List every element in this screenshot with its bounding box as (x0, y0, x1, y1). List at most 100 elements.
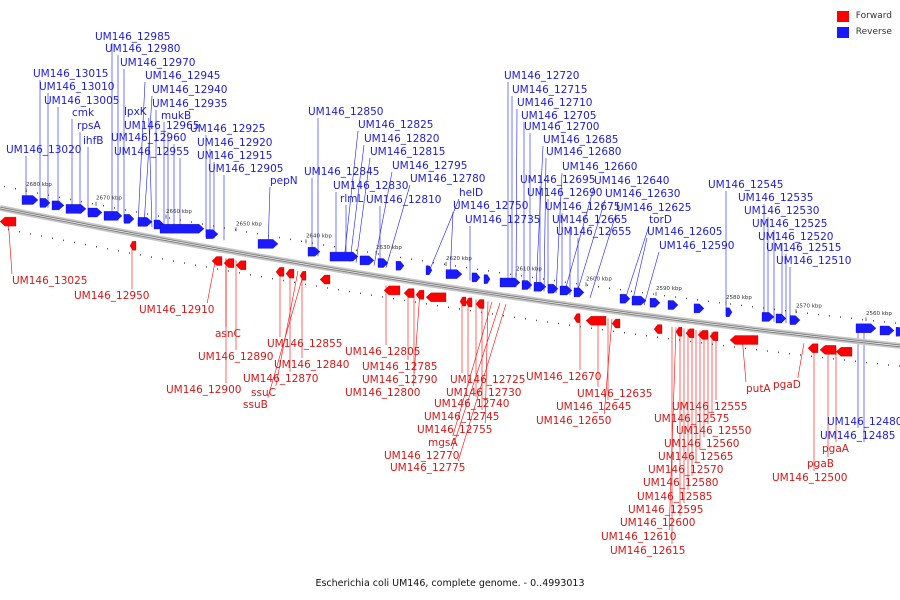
minor-tick (415, 301, 416, 303)
minor-tick (246, 231, 247, 233)
minor-tick (785, 310, 786, 312)
minor-tick (543, 278, 544, 280)
gene-label: pepN (270, 175, 298, 187)
minor-tick (59, 196, 60, 199)
forward-gene (319, 274, 331, 285)
gene-label: UM146_12820 (364, 133, 439, 145)
gene-label: UM146_12800 (345, 387, 420, 399)
reverse-gene (649, 298, 661, 308)
minor-tick (701, 342, 702, 344)
minor-tick (565, 281, 566, 283)
minor-tick (92, 203, 93, 205)
gene-label: UM146_12525 (752, 218, 827, 230)
gene-label: UM146_12560 (664, 438, 739, 450)
minor-tick (657, 336, 658, 338)
minor-tick (503, 314, 504, 317)
minor-tick (719, 301, 720, 304)
minor-tick (580, 325, 581, 328)
reverse-gene (307, 247, 321, 257)
forward-gene (129, 241, 137, 251)
minor-tick (272, 277, 273, 280)
minor-tick (862, 318, 863, 321)
minor-tick (591, 327, 592, 329)
reverse-gene (103, 211, 123, 221)
scale-tick-label: 2580 kbp (726, 295, 752, 301)
reverse-gene (359, 255, 375, 266)
leader-line (355, 157, 371, 263)
scale-tick-label: 2590 kbp (656, 286, 682, 292)
minor-tick (250, 274, 251, 276)
minor-tick (349, 290, 350, 293)
minor-tick (492, 313, 493, 315)
forward-gene (697, 330, 709, 340)
minor-tick (74, 241, 75, 244)
minor-tick (767, 350, 768, 352)
minor-tick (444, 263, 445, 265)
reverse-gene (725, 307, 733, 317)
minor-tick (855, 360, 856, 362)
leader-line (515, 108, 518, 288)
minor-tick (756, 349, 757, 351)
minor-tick (290, 238, 291, 241)
scale-tick-label: 2560 kbp (866, 311, 892, 317)
gene-label: UM146_13020 (6, 144, 81, 156)
scale-tick-label: 2620 kbp (446, 256, 472, 262)
leader-line (535, 145, 544, 291)
gene-label: UM146_12700 (524, 121, 599, 133)
minor-tick (180, 219, 181, 221)
forward-gene (585, 316, 607, 326)
minor-tick (488, 270, 489, 272)
minor-tick (367, 251, 368, 253)
reverse-gene (667, 300, 679, 310)
reverse-gene (521, 280, 533, 290)
forward-gene (611, 318, 621, 329)
leader-line (631, 237, 648, 304)
reverse-gene (895, 327, 900, 337)
gene-label: UM146_13005 (44, 95, 119, 107)
gene-label: UM146_12600 (620, 517, 695, 529)
reverse-gene (775, 313, 787, 324)
minor-tick (283, 279, 284, 282)
gene-label: pgaB (807, 458, 834, 470)
gene-label: UM146_12500 (772, 472, 847, 484)
forward-gene (465, 297, 473, 308)
gene-label: UM146_12945 (145, 70, 220, 82)
minor-tick (642, 292, 643, 294)
minor-tick (70, 198, 71, 201)
minor-tick (422, 260, 423, 262)
legend-swatch-reverse (836, 26, 849, 38)
leader-line (206, 256, 217, 304)
minor-tick (129, 252, 130, 254)
gene-label: helD (459, 187, 483, 199)
reverse-gene (377, 258, 389, 268)
forward-gene (383, 285, 401, 296)
minor-tick (30, 233, 31, 235)
scale-tick-label: 2680 kbp (26, 182, 52, 188)
minor-tick (140, 254, 141, 256)
forward-gene (573, 313, 581, 323)
gene-label: UM146_12905 (208, 163, 283, 175)
minor-tick (455, 265, 456, 267)
gene-label: UM146_12940 (152, 84, 227, 96)
leader-line (385, 184, 411, 268)
leader-line (275, 270, 299, 387)
minor-tick (162, 258, 163, 260)
minor-tick (877, 363, 878, 365)
gene-label: lpxK (124, 106, 148, 118)
gene-label: UM146_12740 (434, 398, 509, 410)
minor-tick (345, 247, 346, 250)
gene-label: UM146_12580 (643, 477, 718, 489)
gene-label: UM146_12550 (676, 425, 751, 437)
gene-label: UM146_12910 (139, 304, 214, 316)
gene-label: UM146_12705 (521, 110, 596, 122)
minor-tick (635, 333, 636, 335)
gene-label: UM146_12520 (758, 231, 833, 243)
gene-label: UM146_12825 (358, 119, 433, 131)
minor-tick (536, 319, 537, 322)
minor-tick (807, 312, 808, 314)
minor-tick (389, 254, 390, 257)
minor-tick (356, 249, 357, 252)
minor-tick (334, 246, 335, 248)
minor-tick (19, 231, 20, 233)
minor-tick (510, 273, 511, 275)
